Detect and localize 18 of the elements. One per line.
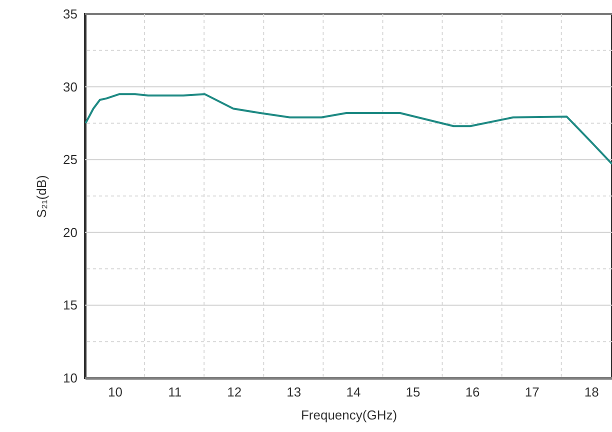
x-tick-label: 17 (524, 384, 540, 400)
x-tick-label: 16 (465, 384, 480, 400)
x-tick-label: 11 (168, 384, 182, 400)
x-tick-label: 10 (108, 384, 123, 400)
x-tick-label: 15 (406, 384, 420, 400)
y-tick-label: 15 (63, 298, 78, 313)
x-tick-label: 12 (227, 384, 242, 400)
line-series (85, 93, 612, 165)
y-tick-label: 25 (63, 152, 78, 168)
x-tick-label: 13 (286, 384, 302, 400)
y-axis-title: S₂₁(dB) (34, 175, 50, 218)
x-axis-title: Frequency(GHz) (300, 408, 398, 422)
y-tick-label: 30 (63, 79, 78, 94)
x-tick-label: 18 (584, 384, 599, 400)
y-tick-label: 35 (63, 6, 78, 22)
y-tick-label: 20 (63, 224, 78, 240)
y-tick-label: 10 (63, 370, 78, 386)
x-tick-label: 14 (346, 384, 361, 400)
